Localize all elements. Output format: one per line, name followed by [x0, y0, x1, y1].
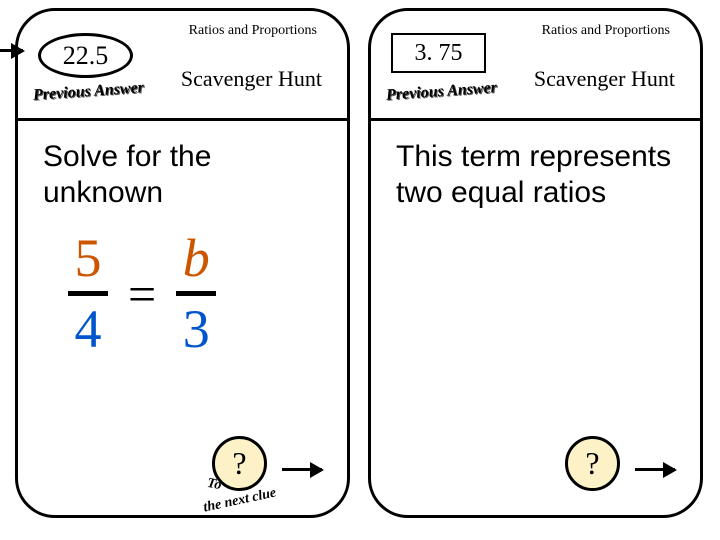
- card-header: 22.5 Previous Answer Ratios and Proporti…: [18, 11, 347, 121]
- hunt-label: Scavenger Hunt: [181, 66, 322, 92]
- previous-answer-value: 22.5: [38, 33, 133, 78]
- card-body: This term represents two equal ratios ?: [371, 121, 700, 511]
- prompt-text: Solve for the unknown: [43, 139, 322, 211]
- equation: 5 4 = b 3: [68, 231, 216, 356]
- incoming-arrow-icon: [0, 49, 23, 52]
- topic-label: Ratios and Proportions: [542, 23, 670, 39]
- fraction-left: 5 4: [68, 231, 108, 356]
- next-arrow-icon: [282, 468, 322, 471]
- previous-answer-label: Previous Answer: [386, 79, 498, 105]
- numerator-left: 5: [75, 231, 102, 285]
- question-circle: ?: [565, 436, 620, 491]
- hunt-label: Scavenger Hunt: [534, 66, 675, 92]
- numerator-right: b: [183, 231, 210, 285]
- fraction-right: b 3: [176, 231, 216, 356]
- topic-label: Ratios and Proportions: [189, 23, 317, 39]
- denominator-right: 3: [183, 302, 210, 356]
- equals-sign: =: [128, 265, 156, 323]
- scavenger-card-right: 3. 75 Previous Answer Ratios and Proport…: [368, 8, 703, 518]
- card-body: Solve for the unknown 5 4 = b 3 ? To the…: [18, 121, 347, 511]
- previous-answer-label: Previous Answer: [33, 79, 145, 105]
- card-header: 3. 75 Previous Answer Ratios and Proport…: [371, 11, 700, 121]
- prompt-text: This term represents two equal ratios: [396, 139, 675, 211]
- previous-answer-value: 3. 75: [391, 33, 486, 73]
- fraction-bar-icon: [68, 291, 108, 296]
- fraction-bar-icon: [176, 291, 216, 296]
- scavenger-card-left: 22.5 Previous Answer Ratios and Proporti…: [15, 8, 350, 518]
- next-clue-label: To the next clue: [207, 477, 277, 509]
- denominator-left: 4: [75, 302, 102, 356]
- next-arrow-icon: [635, 468, 675, 471]
